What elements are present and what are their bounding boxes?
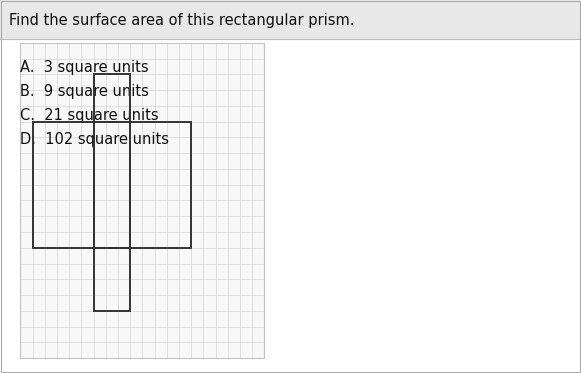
Text: D.  102 square units: D. 102 square units (20, 132, 169, 147)
Bar (94, 122, 130, 248)
Bar (0, 0, 581, 39)
Text: C.  21 square units: C. 21 square units (20, 108, 159, 123)
Bar (94, 75, 130, 122)
Bar (130, 122, 191, 248)
Bar (33, 122, 94, 248)
Bar (20, 43, 264, 358)
Bar (94, 248, 130, 311)
Text: B.  9 square units: B. 9 square units (20, 84, 149, 99)
Text: A.  3 square units: A. 3 square units (20, 60, 149, 75)
Text: Find the surface area of this rectangular prism.: Find the surface area of this rectangula… (9, 13, 354, 28)
